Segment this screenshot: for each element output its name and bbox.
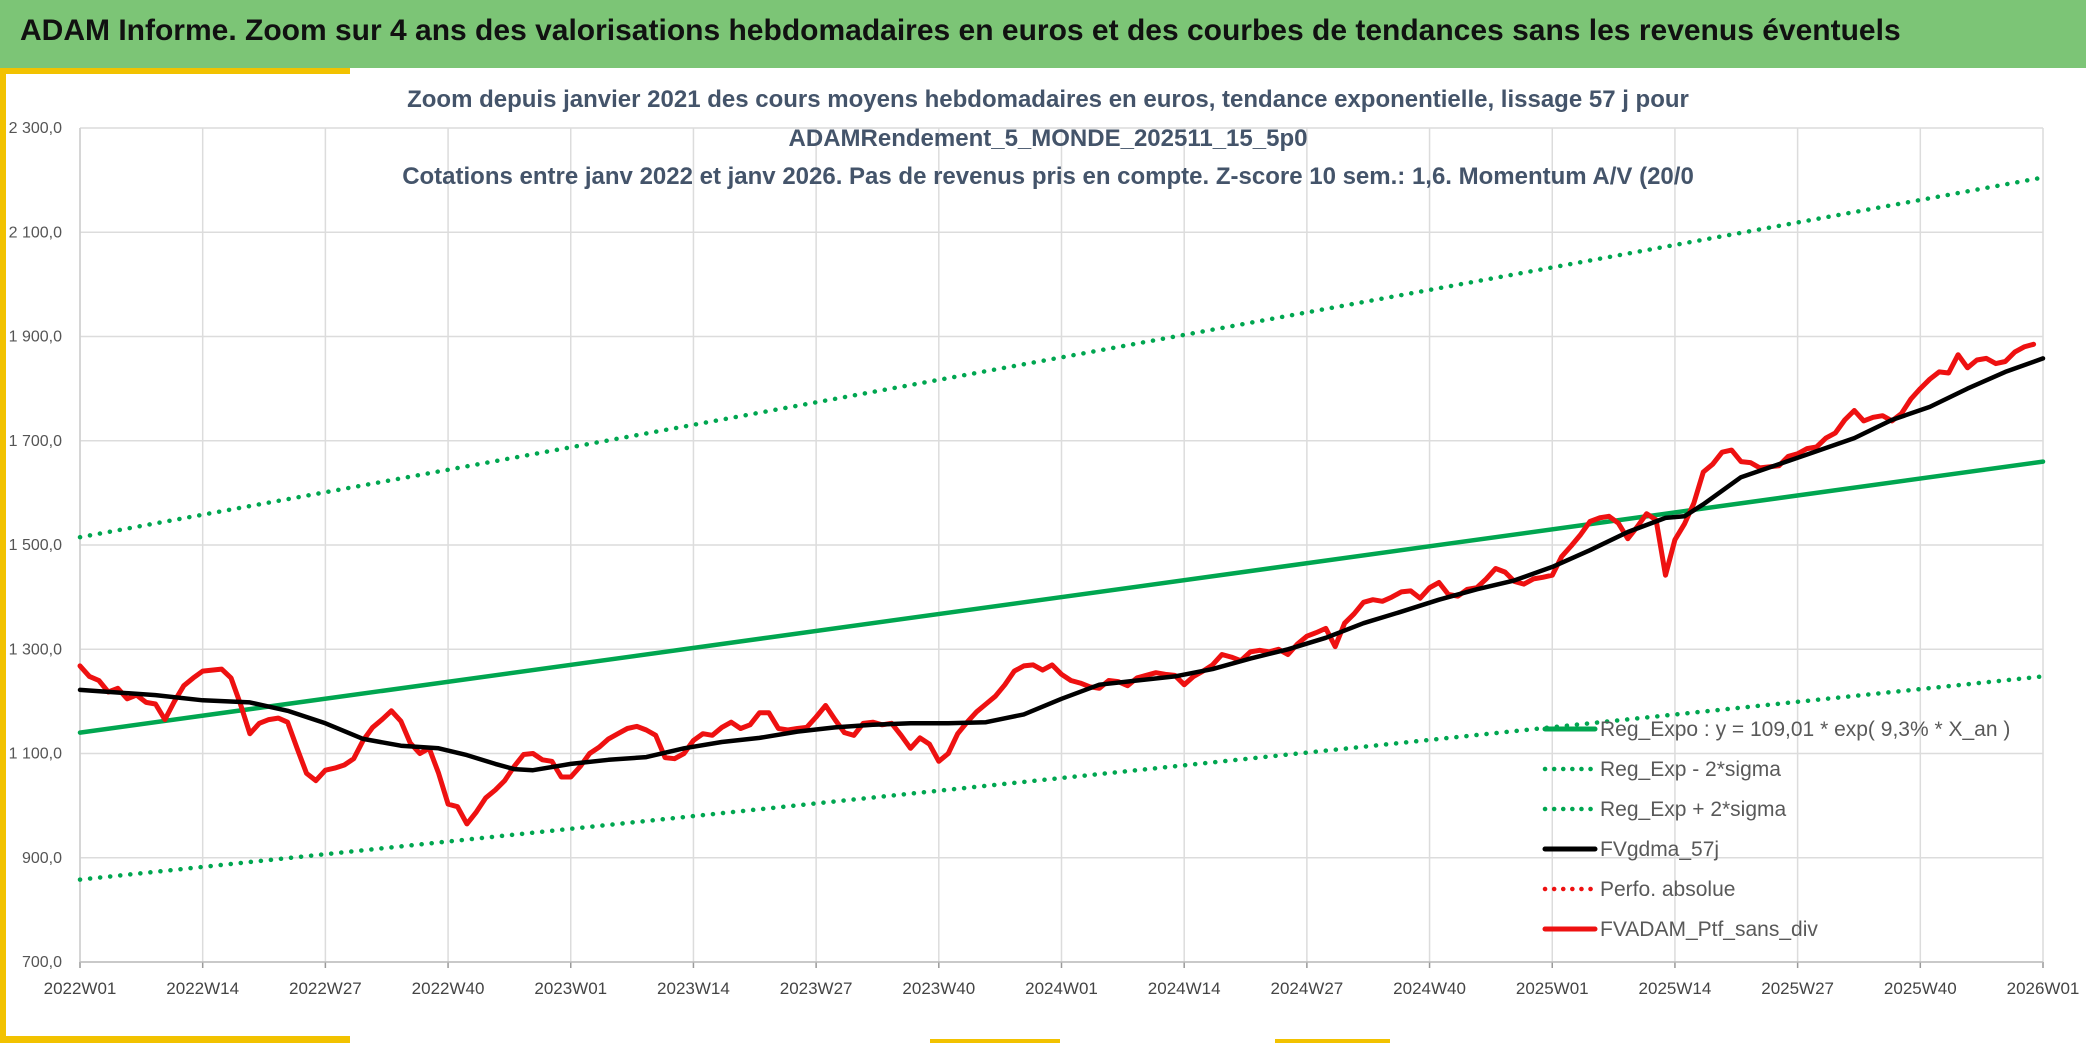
legend-label: FVADAM_Ptf_sans_div (1600, 918, 1818, 941)
accent-bar-bottom-right (1275, 1039, 1390, 1043)
chart-grid (79, 127, 2044, 968)
x-tick-label: 2022W40 (412, 979, 485, 998)
chart-title-block: Zoom depuis janvier 2021 des cours moyen… (402, 86, 1694, 190)
legend-label: Perfo. absolue (1600, 878, 1735, 901)
x-tick-label: 2022W14 (166, 979, 239, 998)
x-tick-label: 2024W14 (1148, 979, 1221, 998)
y-tick-label: 700,0 (22, 954, 62, 971)
chart-legend: Reg_Expo : y = 109,01 * exp( 9,3% * X_an… (1542, 718, 2010, 941)
x-tick-label: 2024W27 (1270, 979, 1343, 998)
chart-title-line: Zoom depuis janvier 2021 des cours moyen… (407, 86, 1689, 113)
y-tick-label: 2 100,0 (9, 224, 62, 241)
x-tick-label: 2024W40 (1393, 979, 1466, 998)
y-tick-label: 2 300,0 (9, 120, 62, 137)
y-axis-ticks: 700,0 900,0 1 100,0 1 300,0 1 500,0 1 700,0 1 … (9, 120, 62, 971)
x-tick-label: 2025W27 (1761, 979, 1834, 998)
series-line-5 (77, 341, 2037, 827)
y-tick-label: 1 100,0 (9, 746, 62, 763)
header-bar: ADAM Informe. Zoom sur 4 ans des valoris… (0, 0, 2086, 68)
series-line-3 (77, 356, 2046, 773)
chart-title-line: ADAMRendement_5_MONDE_202511_15_5p0 (789, 125, 1308, 152)
x-tick-label: 2025W14 (1639, 979, 1712, 998)
accent-bar-left (0, 68, 6, 1043)
x-tick-label: 2023W14 (657, 979, 730, 998)
legend-label: Reg_Exp - 2*sigma (1600, 758, 1781, 781)
accent-bar-bottom-mid (930, 1039, 1060, 1043)
series-line-2 (77, 175, 2046, 540)
x-tick-label: 2024W01 (1025, 979, 1098, 998)
accent-bar-top (0, 68, 350, 74)
chart-series (77, 175, 2046, 882)
legend-label: FVgdma_57j (1600, 838, 1719, 861)
page-title: ADAM Informe. Zoom sur 4 ans des valoris… (20, 14, 1901, 47)
x-tick-label: 2022W27 (289, 979, 362, 998)
y-tick-label: 900,0 (22, 850, 62, 867)
y-tick-label: 1 300,0 (9, 641, 62, 658)
y-tick-label: 1 700,0 (9, 433, 62, 450)
series-line-0 (77, 459, 2046, 735)
y-tick-label: 1 500,0 (9, 537, 62, 554)
series-line-1 (77, 674, 2046, 882)
accent-bar-bottom (0, 1036, 350, 1043)
legend-label: Reg_Exp + 2*sigma (1600, 798, 1787, 821)
x-tick-label: 2025W40 (1884, 979, 1957, 998)
legend-label: Reg_Expo : y = 109,01 * exp( 9,3% * X_an… (1600, 718, 2010, 741)
y-tick-label: 1 900,0 (9, 329, 62, 346)
x-tick-label: 2023W01 (534, 979, 607, 998)
x-tick-label: 2023W40 (902, 979, 975, 998)
chart-title-line: Cotations entre janv 2022 et janv 2026. … (402, 163, 1694, 190)
x-tick-label: 2022W01 (44, 979, 117, 998)
x-tick-label: 2025W01 (1516, 979, 1589, 998)
line-chart: 700,0 900,0 1 100,0 1 300,0 1 500,0 1 700,0 1 … (9, 86, 2080, 998)
x-axis-ticks: 2022W01 2022W14 2022W27 2022W40 2023W01 2023W… (44, 979, 2080, 998)
x-tick-label: 2026W01 (2007, 979, 2080, 998)
x-tick-label: 2023W27 (780, 979, 853, 998)
